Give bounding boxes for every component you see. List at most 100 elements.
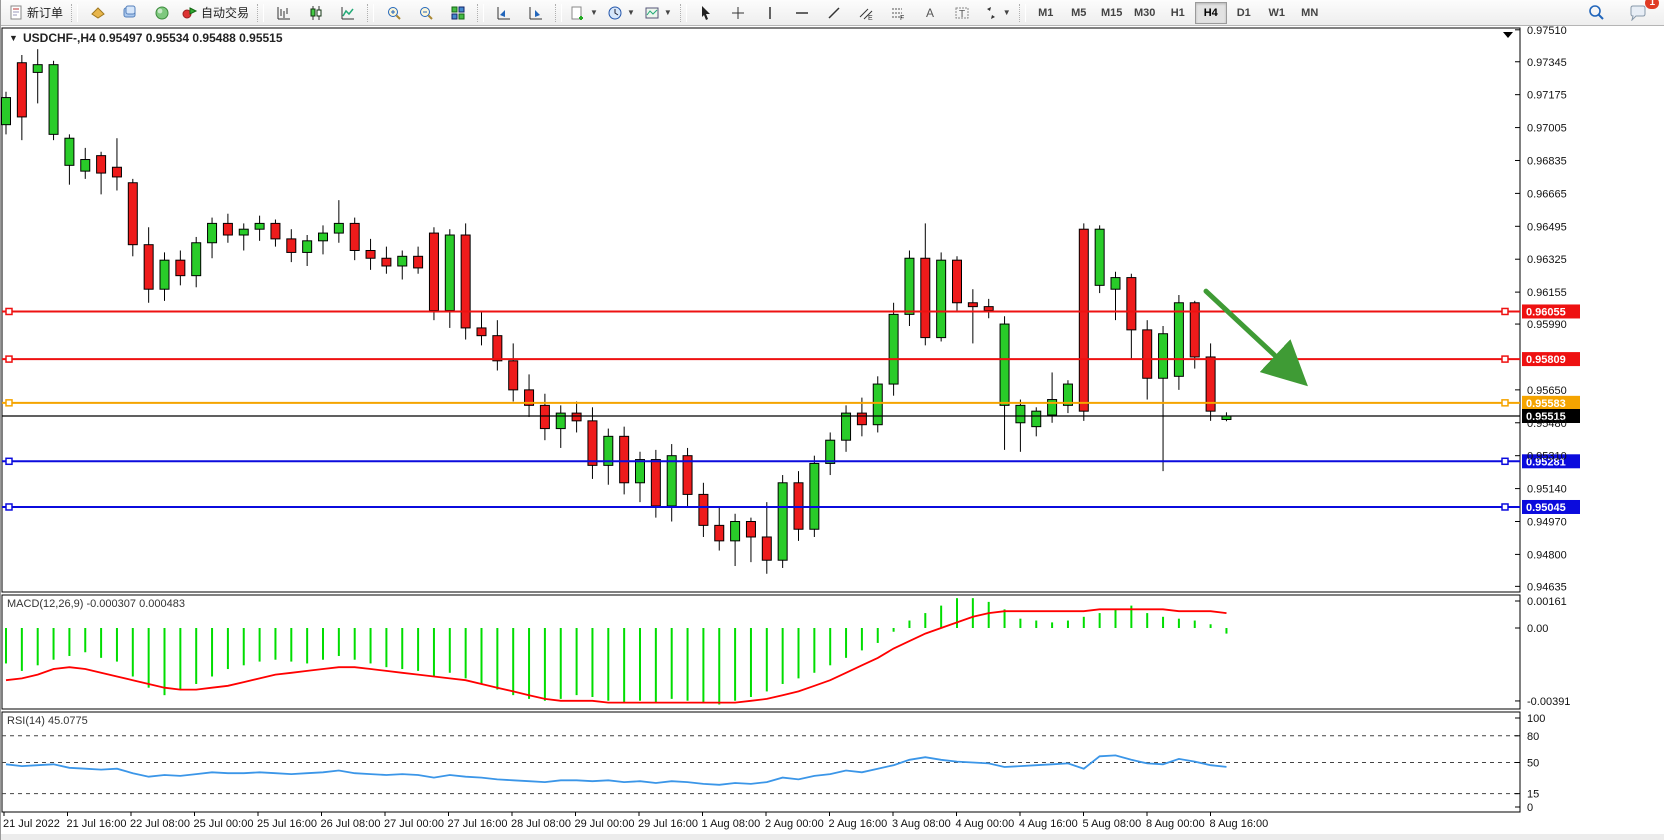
price-tick-label: 0.94800 <box>1527 549 1567 561</box>
level-handle[interactable] <box>5 399 13 407</box>
cursor-tool-button[interactable] <box>691 1 722 24</box>
symbol-dropdown-arrow[interactable]: ▼ <box>9 33 18 43</box>
timeframe-mn-button[interactable]: MN <box>1301 6 1319 19</box>
time-tick-label: 29 Jul 16:00 <box>638 818 698 830</box>
market-watch-button[interactable] <box>114 1 145 24</box>
candle-bull <box>1173 302 1184 377</box>
price-tick-label: 0.97005 <box>1527 123 1567 135</box>
candle-bear <box>714 524 725 542</box>
level-handle[interactable] <box>1501 503 1509 511</box>
timeframe-m1-button[interactable]: M1 <box>1038 6 1054 19</box>
notifications-button[interactable]: 1 <box>1622 0 1659 24</box>
rsi-tick-label: 15 <box>1527 789 1539 801</box>
panel-frame <box>1 594 1521 710</box>
candle-bull <box>635 459 645 484</box>
timeframe-m30-button[interactable]: M30 <box>1134 6 1156 19</box>
price-badge-label: 0.95045 <box>1526 502 1566 514</box>
price-tick-label: 0.97175 <box>1527 90 1567 102</box>
zoom-in-icon <box>387 6 401 20</box>
candle-bear <box>175 259 186 277</box>
navigator-button[interactable] <box>146 1 177 24</box>
candle-bull <box>333 222 344 234</box>
level-handle[interactable] <box>1501 355 1509 363</box>
candle-bear <box>682 455 693 495</box>
chart-gallery-button[interactable] <box>82 1 113 24</box>
vertical-line-icon <box>769 6 772 19</box>
arrows-tool-button[interactable]: ▼ <box>979 1 1015 24</box>
macd-tick-label: 0.00 <box>1527 623 1548 635</box>
zoom-out-button[interactable] <box>410 1 441 24</box>
candle-bear <box>492 335 503 362</box>
candle-bear <box>761 536 772 561</box>
tile-windows-button[interactable] <box>442 1 473 24</box>
zoom-in-button[interactable] <box>378 1 409 24</box>
new-order-button[interactable]: 新订单 <box>5 1 67 24</box>
candle-chart-button[interactable] <box>300 1 331 24</box>
timeframe-m15-button[interactable]: M15 <box>1101 6 1123 19</box>
crosshair-tool-button[interactable] <box>723 1 754 24</box>
candle-bull <box>1 97 11 126</box>
time-tick-label: 25 Jul 00:00 <box>194 818 254 830</box>
time-tick-label: 5 Aug 08:00 <box>1083 818 1142 830</box>
auto-arrange-button[interactable] <box>488 1 519 24</box>
time-tick-label: 1 Aug 08:00 <box>702 818 761 830</box>
horizontal-line-icon <box>796 11 809 14</box>
chart-title-ohlc: USDCHF-,H4 0.95497 0.95534 0.95488 0.955… <box>23 31 283 45</box>
level-handle[interactable] <box>5 307 13 316</box>
timeframe-w1-button[interactable]: W1 <box>1268 6 1285 19</box>
candle-bull <box>254 222 265 230</box>
macd-signal-line <box>5 608 1227 704</box>
chart-shift-button[interactable] <box>520 1 551 24</box>
level-handle[interactable] <box>5 355 13 363</box>
timeframe-m5-button[interactable]: M5 <box>1071 6 1087 19</box>
level-handle[interactable] <box>1501 307 1509 316</box>
fibonacci-tool-button[interactable]: F <box>883 1 914 24</box>
autotrading-button[interactable]: 自动交易 <box>178 1 253 24</box>
search-button[interactable] <box>1581 1 1612 24</box>
new-order-icon <box>10 5 22 20</box>
text-tool-button[interactable]: A <box>915 1 946 24</box>
svg-text:A: A <box>926 6 934 20</box>
candle-bear <box>413 255 424 269</box>
horizontal-line-tool-button[interactable] <box>787 1 818 24</box>
chart-window[interactable]: 0.96055 0.95809 0.95583 0.95515 0.95281 0.950… <box>1 25 1664 840</box>
price-tick-label: 0.97345 <box>1527 57 1567 69</box>
rsi-tick-label: 80 <box>1527 731 1539 743</box>
candle-bull <box>1110 277 1121 290</box>
timeframe-d1-button[interactable]: D1 <box>1236 6 1251 19</box>
annotations-layer[interactable] <box>1203 288 1308 387</box>
price-badge <box>1522 352 1580 367</box>
candles-layer <box>1 49 1232 574</box>
price-badge-label: 0.95281 <box>1526 456 1566 468</box>
periods-button[interactable]: ▼ <box>603 1 639 24</box>
level-handle[interactable] <box>1501 399 1509 407</box>
separator <box>367 3 375 22</box>
templates-button[interactable]: ▼ <box>640 1 676 24</box>
trend-arrow-annotation[interactable] <box>1203 288 1308 387</box>
trendline-tool-button[interactable] <box>819 1 850 24</box>
line-chart-button[interactable] <box>332 1 363 24</box>
chat-bubble-icon <box>1630 5 1645 21</box>
bar-chart-button[interactable] <box>268 1 299 24</box>
level-handle[interactable] <box>5 503 13 511</box>
candle-bear <box>539 404 550 430</box>
text-label-tool-button[interactable]: T <box>947 1 978 24</box>
candle-bull <box>555 412 566 430</box>
candle-bear <box>571 412 582 422</box>
channel-tool-button[interactable]: E <box>851 1 882 24</box>
candle-bear <box>952 259 962 304</box>
vertical-line-tool-button[interactable] <box>755 1 786 24</box>
candle-bull <box>1015 404 1026 424</box>
auto-arrange-icon <box>497 6 510 19</box>
timeframe-h1-button[interactable]: H1 <box>1170 6 1185 19</box>
timeframe-h4-button[interactable]: H4 <box>1194 1 1227 24</box>
candle-bear <box>349 222 360 251</box>
level-handle[interactable] <box>5 457 13 466</box>
level-handle[interactable] <box>1501 457 1509 466</box>
separator <box>477 3 485 22</box>
indicators-button[interactable]: ▼ <box>566 1 602 24</box>
candle-bull <box>904 257 915 315</box>
trendline-icon <box>828 6 840 19</box>
